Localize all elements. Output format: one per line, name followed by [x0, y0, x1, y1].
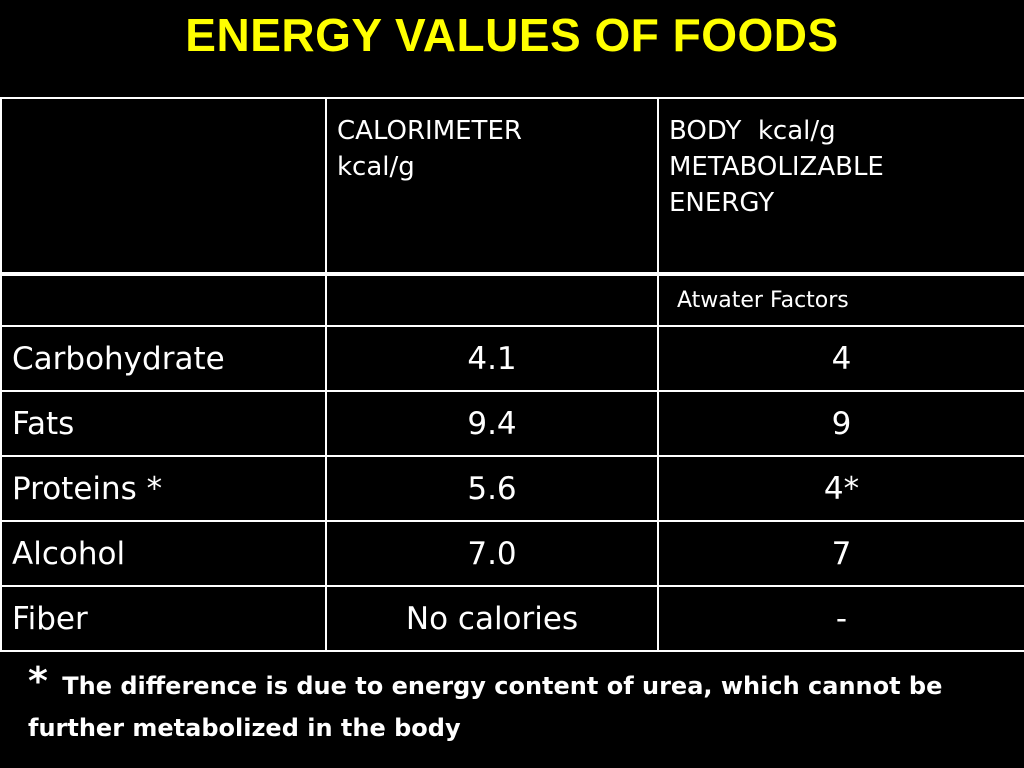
header-calorimeter-line2: kcal/g	[337, 152, 415, 182]
body-value: 9	[657, 390, 1024, 457]
calorimeter-value: 9.4	[325, 390, 659, 457]
body-value: 7	[657, 520, 1024, 587]
body-value: 4*	[657, 455, 1024, 522]
calorimeter-value: 7.0	[325, 520, 659, 587]
food-name: Carbohydrate	[0, 325, 327, 392]
subheader-empty-cell-1	[0, 273, 327, 327]
header-calorimeter: CALORIMETER kcal/g	[325, 97, 659, 276]
header-body-energy: BODY kcal/g METABOLIZABLE ENERGY	[657, 97, 1024, 276]
header-body-line1: BODY kcal/g	[669, 116, 836, 146]
table-row: Carbohydrate 4.1 4	[0, 325, 1024, 392]
calorimeter-value: No calories	[325, 585, 659, 652]
table-row: Fiber No calories -	[0, 585, 1024, 652]
table-row: Fats 9.4 9	[0, 390, 1024, 457]
footnote-text: The difference is due to energy content …	[28, 672, 943, 742]
body-value: 4	[657, 325, 1024, 392]
energy-values-table: CALORIMETER kcal/g BODY kcal/g METABOLIZ…	[0, 97, 1024, 652]
food-name: Fiber	[0, 585, 327, 652]
atwater-factors-label: Atwater Factors	[657, 273, 1024, 327]
food-name: Proteins *	[0, 455, 327, 522]
table-header-row: CALORIMETER kcal/g BODY kcal/g METABOLIZ…	[0, 97, 1024, 276]
header-body-line3: ENERGY	[669, 188, 775, 218]
header-calorimeter-line1: CALORIMETER	[337, 116, 522, 146]
table-row: Proteins * 5.6 4*	[0, 455, 1024, 522]
footnote: * The difference is due to energy conten…	[28, 660, 1008, 749]
food-name: Fats	[0, 390, 327, 457]
calorimeter-value: 4.1	[325, 325, 659, 392]
table-row: Alcohol 7.0 7	[0, 520, 1024, 587]
page-title: ENERGY VALUES OF FOODS	[185, 9, 839, 61]
footnote-marker: *	[28, 659, 48, 703]
body-value: -	[657, 585, 1024, 652]
header-body-line2: METABOLIZABLE	[669, 152, 884, 182]
food-name: Alcohol	[0, 520, 327, 587]
calorimeter-value: 5.6	[325, 455, 659, 522]
subheader-empty-cell-2	[325, 273, 659, 327]
table-subheader-row: Atwater Factors	[0, 273, 1024, 327]
header-empty-cell	[0, 97, 327, 276]
